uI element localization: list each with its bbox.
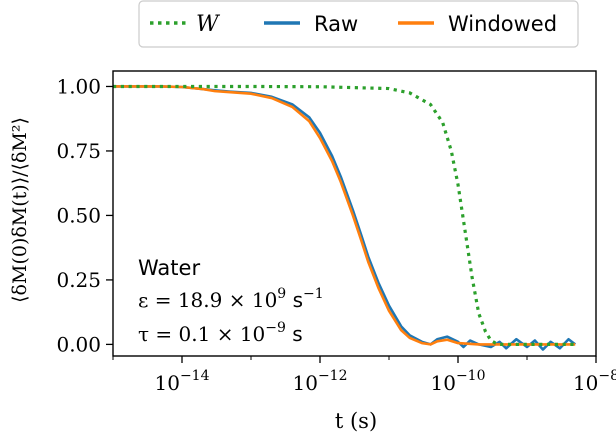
y-tick-label: 0.75 bbox=[56, 139, 101, 163]
series-layer bbox=[113, 84, 577, 351]
annotation-line-1: Water bbox=[138, 256, 200, 280]
y-tick-label: 0.50 bbox=[56, 203, 101, 227]
x-tick-label: 10−8 bbox=[573, 368, 616, 395]
plot-frame bbox=[112, 70, 597, 357]
y-axis-label: ⟨δM(0)δM(t)⟩/⟨δM²⟩ bbox=[9, 117, 31, 303]
x-tick-label: 10−14 bbox=[155, 368, 210, 395]
annotation-line-3: τ = 0.1 × 10−9 s bbox=[138, 320, 303, 346]
series-line-windowed bbox=[113, 85, 576, 346]
y-tick-label: 0.25 bbox=[56, 268, 101, 292]
legend-label-windowed: Windowed bbox=[448, 12, 557, 36]
annotation: Water ε = 18.9 × 109 s−1 τ = 0.1 × 10−9 … bbox=[138, 256, 324, 346]
x-tick-label: 10−12 bbox=[293, 368, 348, 395]
y-axis-ticks: 0.00 0.25 0.50 0.75 1.00 bbox=[56, 74, 113, 356]
annotation-line-2: ε = 18.9 × 109 s−1 bbox=[138, 286, 324, 312]
y-tick-label: 0.00 bbox=[56, 332, 101, 356]
legend: W Raw Windowed bbox=[138, 0, 579, 48]
x-axis-ticks: 10−14 10−12 10−10 10−8 bbox=[112, 356, 616, 395]
legend-frame bbox=[138, 0, 579, 48]
x-tick-label: 10−10 bbox=[431, 368, 486, 395]
legend-label-w: W bbox=[196, 12, 221, 37]
x-axis-label: t (s) bbox=[335, 409, 377, 433]
y-tick-label: 1.00 bbox=[56, 74, 101, 98]
legend-label-raw: Raw bbox=[314, 12, 358, 36]
series-line-w bbox=[113, 84, 576, 346]
